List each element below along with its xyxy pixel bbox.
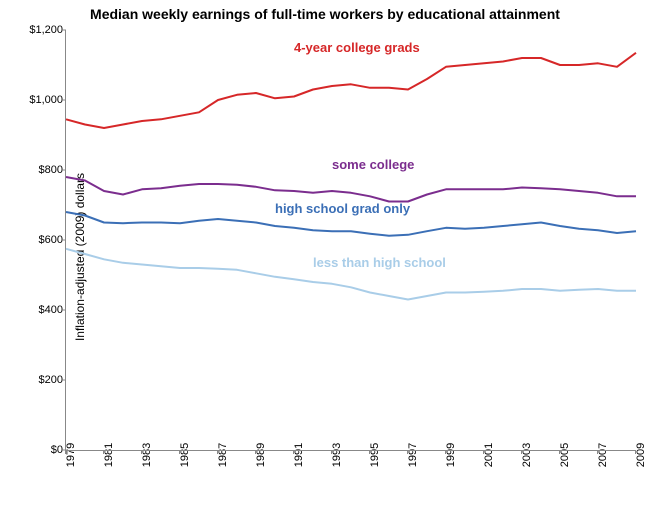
y-tick-label: $800 (25, 164, 63, 176)
y-tick-label: $600 (25, 234, 63, 246)
series-line (66, 212, 636, 236)
series-label: less than high school (313, 255, 446, 270)
chart-title: Median weekly earnings of full-time work… (0, 6, 650, 22)
series-label: high school grad only (275, 201, 410, 216)
y-tick-label: $1,000 (25, 94, 63, 106)
y-tick-label: $1,200 (25, 24, 63, 36)
chart-container: Median weekly earnings of full-time work… (0, 0, 650, 514)
series-line (66, 53, 636, 128)
line-series (66, 30, 636, 450)
y-tick-label: $400 (25, 304, 63, 316)
series-label: some college (332, 157, 414, 172)
series-line (66, 177, 636, 202)
y-tick-label: $200 (25, 374, 63, 386)
x-tick-label: 2009 (635, 443, 647, 467)
y-tick-label: $0 (25, 444, 63, 456)
plot-area: 4-year college grads some college high sch… (65, 30, 636, 451)
series-label: 4-year college grads (294, 40, 420, 55)
